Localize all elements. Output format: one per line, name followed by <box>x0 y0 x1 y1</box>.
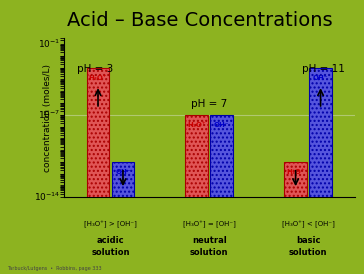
Y-axis label: concentration (moles/L): concentration (moles/L) <box>43 64 52 172</box>
Text: solution: solution <box>190 248 229 257</box>
Text: [H₃O⁺] < [OH⁻]: [H₃O⁺] < [OH⁻] <box>282 221 335 228</box>
Bar <box>210 115 233 197</box>
Text: acidic: acidic <box>97 236 124 245</box>
Bar <box>87 68 110 197</box>
Text: pH = 7: pH = 7 <box>191 99 228 109</box>
Text: solution: solution <box>289 248 327 257</box>
Text: $10^{-14}$: $10^{-14}$ <box>34 191 61 204</box>
Text: OH⁻: OH⁻ <box>214 122 230 128</box>
Text: $10^{-7}$: $10^{-7}$ <box>39 109 61 121</box>
Text: H₃O⁺: H₃O⁺ <box>187 122 206 128</box>
Bar <box>284 162 307 197</box>
Bar <box>309 68 332 197</box>
Bar <box>111 162 134 197</box>
Text: [H₃O⁺] = [OH⁻]: [H₃O⁺] = [OH⁻] <box>183 221 236 228</box>
Text: Tarbuck/Lutgens  •  Robbins, page 333: Tarbuck/Lutgens • Robbins, page 333 <box>7 266 102 271</box>
Text: solution: solution <box>91 248 130 257</box>
Text: [H₃O⁺] > [OH⁻]: [H₃O⁺] > [OH⁻] <box>84 221 137 228</box>
Text: pH = 11: pH = 11 <box>302 64 345 74</box>
Text: Acid – Base Concentrations: Acid – Base Concentrations <box>67 11 333 30</box>
Bar <box>185 115 208 197</box>
Text: H₃O⁺: H₃O⁺ <box>89 75 107 81</box>
Text: basic: basic <box>296 236 320 245</box>
Text: neutral: neutral <box>192 236 227 245</box>
Text: OH⁻: OH⁻ <box>313 75 328 81</box>
Text: pH = 3: pH = 3 <box>77 64 113 74</box>
Text: H₃O⁺: H₃O⁺ <box>286 169 305 175</box>
Text: OH⁻: OH⁻ <box>115 169 131 175</box>
Text: $10^{-1}$: $10^{-1}$ <box>39 38 61 50</box>
